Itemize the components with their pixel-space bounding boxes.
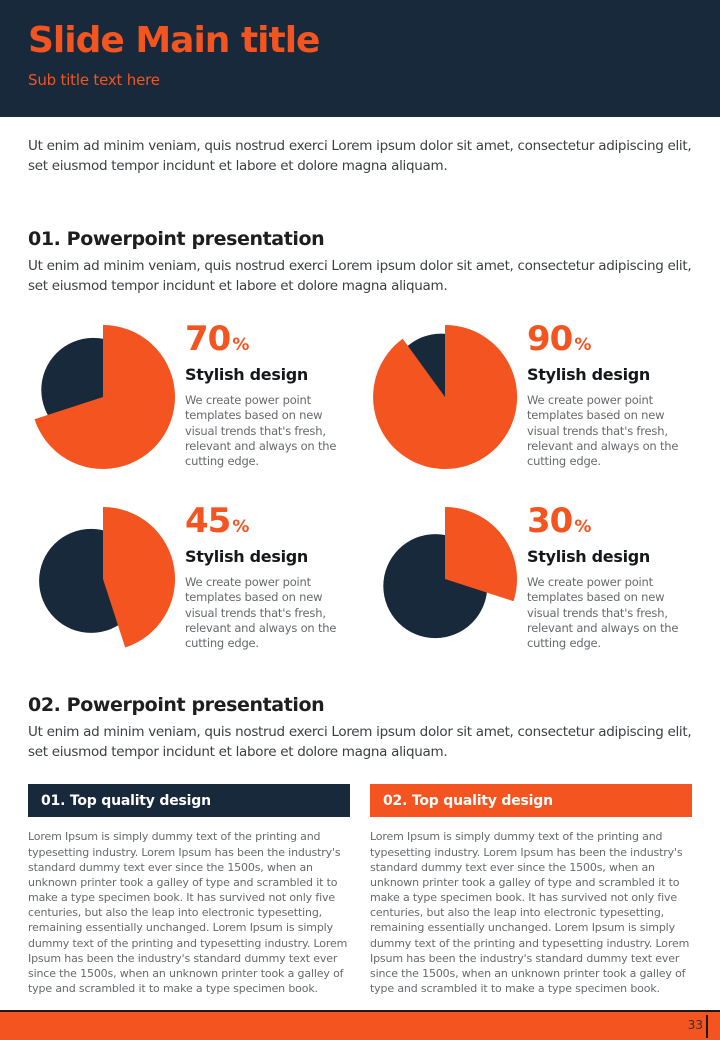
stat-card-70: 70 % Stylish design We create power poin… bbox=[28, 322, 350, 472]
stat-description: We create power point templates based on… bbox=[185, 575, 337, 650]
pie-value-slice bbox=[34, 325, 175, 470]
slide-body: Ut enim ad minim veniam, quis nostrud ex… bbox=[0, 137, 720, 996]
stat-value: 90 bbox=[527, 319, 573, 360]
stat-description: We create power point templates based on… bbox=[527, 575, 679, 650]
stat-unit: % bbox=[232, 335, 250, 356]
stat-card-45: 45 % Stylish design We create power poin… bbox=[28, 504, 350, 654]
pie-svg bbox=[34, 325, 175, 470]
pie-svg bbox=[383, 507, 518, 639]
stat-unit: % bbox=[232, 517, 250, 538]
section-2-heading: 02. Powerpoint presentation bbox=[28, 694, 325, 717]
stat-value-row: 45 % bbox=[185, 504, 350, 538]
stat-value: 70 bbox=[185, 319, 231, 360]
column-2: 02. Top quality design Lorem Ipsum is si… bbox=[370, 784, 692, 996]
page-number-divider bbox=[706, 1015, 708, 1038]
pie-value-slice bbox=[445, 507, 518, 602]
stat-title: Stylish design bbox=[185, 365, 309, 385]
pie-chart-45 bbox=[28, 504, 178, 654]
pie-value-slice bbox=[373, 325, 518, 470]
stat-title: Stylish design bbox=[527, 547, 651, 567]
column-1: 01. Top quality design Lorem Ipsum is si… bbox=[28, 784, 350, 996]
stat-text: 45 % Stylish design We create power poin… bbox=[185, 504, 350, 651]
stat-unit: % bbox=[574, 335, 592, 356]
section-1-heading: 01. Powerpoint presentation bbox=[28, 228, 325, 251]
section-2-paragraph: Ut enim ad minim veniam, quis nostrud ex… bbox=[28, 724, 692, 760]
slide-subtitle: Sub title text here bbox=[28, 70, 160, 89]
pie-svg bbox=[373, 325, 518, 470]
column-1-body: Lorem Ipsum is simply dummy text of the … bbox=[28, 830, 348, 996]
stat-value: 30 bbox=[527, 501, 573, 542]
stat-value-row: 30 % bbox=[527, 504, 692, 538]
intro-paragraph: Ut enim ad minim veniam, quis nostrud ex… bbox=[28, 138, 692, 174]
slide-header: Slide Main title Sub title text here bbox=[0, 0, 720, 117]
stat-value-row: 90 % bbox=[527, 322, 692, 356]
pie-chart-90 bbox=[370, 322, 520, 472]
quality-columns: 01. Top quality design Lorem Ipsum is si… bbox=[28, 784, 692, 996]
stat-card-90: 90 % Stylish design We create power poin… bbox=[370, 322, 692, 472]
section-1-paragraph: Ut enim ad minim veniam, quis nostrud ex… bbox=[28, 258, 692, 294]
stat-text: 70 % Stylish design We create power poin… bbox=[185, 322, 350, 469]
pie-value-slice bbox=[103, 507, 176, 648]
stat-description: We create power point templates based on… bbox=[185, 393, 337, 468]
stat-unit: % bbox=[574, 517, 592, 538]
stat-title: Stylish design bbox=[527, 365, 651, 385]
stat-title: Stylish design bbox=[185, 547, 309, 567]
pie-chart-70 bbox=[28, 322, 178, 472]
stat-text: 30 % Stylish design We create power poin… bbox=[527, 504, 692, 651]
footer-bar: 33 bbox=[0, 1010, 720, 1040]
column-2-body: Lorem Ipsum is simply dummy text of the … bbox=[370, 830, 690, 996]
column-2-header-bar: 02. Top quality design bbox=[370, 784, 692, 818]
pie-chart-30 bbox=[370, 504, 520, 654]
stat-value-row: 70 % bbox=[185, 322, 350, 356]
stat-text: 90 % Stylish design We create power poin… bbox=[527, 322, 692, 469]
stat-description: We create power point templates based on… bbox=[527, 393, 679, 468]
pie-svg bbox=[39, 507, 176, 648]
slide-title: Slide Main title bbox=[28, 20, 320, 61]
column-1-header-bar: 01. Top quality design bbox=[28, 784, 350, 818]
page-number: 33 bbox=[687, 1018, 703, 1032]
stat-card-30: 30 % Stylish design We create power poin… bbox=[370, 504, 692, 654]
stats-grid: 70 % Stylish design We create power poin… bbox=[28, 322, 692, 654]
stat-value: 45 bbox=[185, 501, 231, 542]
